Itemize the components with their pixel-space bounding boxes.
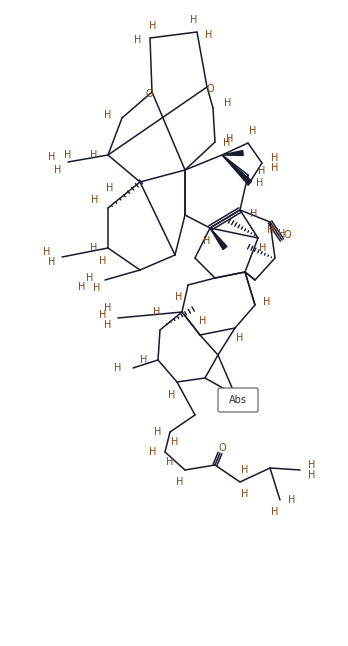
Text: H: H xyxy=(90,243,98,253)
Text: H: H xyxy=(64,150,72,160)
Text: H: H xyxy=(149,21,157,31)
Text: H: H xyxy=(263,297,271,307)
Text: H: H xyxy=(104,303,112,313)
Text: H: H xyxy=(190,15,198,25)
Text: H: H xyxy=(288,495,296,505)
Text: O: O xyxy=(145,89,153,99)
Text: O: O xyxy=(218,443,226,453)
Text: H: H xyxy=(241,465,249,475)
Text: H: H xyxy=(308,460,316,470)
Text: H: H xyxy=(205,30,213,40)
Text: H: H xyxy=(168,390,176,400)
Text: H: H xyxy=(149,447,157,457)
Text: H: H xyxy=(308,470,316,480)
Text: H: H xyxy=(43,247,51,257)
Text: H: H xyxy=(250,209,258,219)
Polygon shape xyxy=(222,155,252,185)
Polygon shape xyxy=(222,151,243,156)
Text: H: H xyxy=(267,225,275,235)
Text: O: O xyxy=(283,230,291,240)
Text: H: H xyxy=(175,292,183,302)
Text: H: H xyxy=(249,126,257,136)
Text: H: H xyxy=(153,307,161,317)
Polygon shape xyxy=(210,228,227,249)
Text: H: H xyxy=(99,256,107,266)
Text: H: H xyxy=(104,320,112,330)
Text: H: H xyxy=(48,257,56,267)
Text: H: H xyxy=(93,283,101,293)
Text: H: H xyxy=(166,457,174,467)
Text: H: H xyxy=(171,437,179,447)
Text: H: H xyxy=(278,229,286,239)
Text: H: H xyxy=(134,35,142,45)
Text: H: H xyxy=(259,243,267,253)
Text: H: H xyxy=(203,236,211,246)
Text: H: H xyxy=(91,195,99,205)
Text: H: H xyxy=(271,507,279,517)
Text: H: H xyxy=(48,152,56,162)
Text: H: H xyxy=(106,183,114,193)
Text: H: H xyxy=(78,282,86,292)
Text: H: H xyxy=(99,310,107,320)
Text: H: H xyxy=(258,166,266,176)
Text: H: H xyxy=(256,178,264,188)
Text: H: H xyxy=(154,427,162,437)
Text: H: H xyxy=(86,273,94,283)
FancyBboxPatch shape xyxy=(218,388,258,412)
Text: H: H xyxy=(54,165,62,175)
Text: H: H xyxy=(140,355,148,365)
Text: Abs: Abs xyxy=(229,395,247,405)
Text: O: O xyxy=(206,84,214,94)
Text: H: H xyxy=(104,110,112,120)
Text: H: H xyxy=(271,163,279,173)
Text: H: H xyxy=(271,153,279,163)
Text: H: H xyxy=(114,363,122,373)
Text: H: H xyxy=(224,98,232,108)
Text: H: H xyxy=(236,333,244,343)
Text: H: H xyxy=(176,477,184,487)
Text: H: H xyxy=(199,316,207,326)
Text: H: H xyxy=(223,138,231,148)
Text: H: H xyxy=(226,134,234,144)
Text: H: H xyxy=(90,150,98,160)
Text: H: H xyxy=(241,489,249,499)
